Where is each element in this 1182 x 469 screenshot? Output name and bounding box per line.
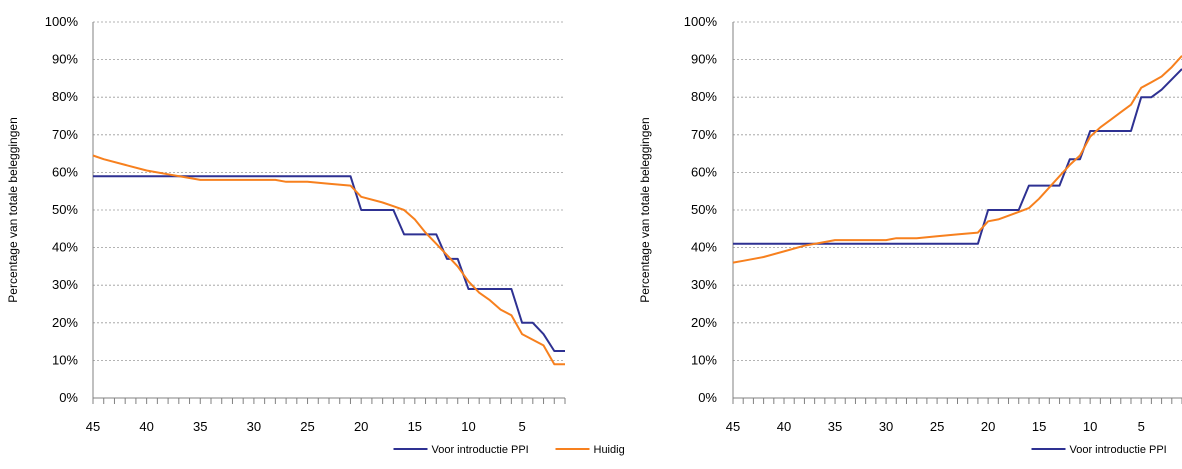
x-tick-label: 30: [247, 419, 261, 434]
y-tick-label: 30%: [691, 277, 717, 292]
x-tick-label: 5: [1138, 419, 1145, 434]
y-tick-label: 80%: [691, 89, 717, 104]
y-axis-label: Percentage van totale beleggingen: [638, 117, 652, 302]
y-tick-label: 20%: [52, 315, 78, 330]
x-tick-label: 25: [930, 419, 944, 434]
x-tick-label: 30: [879, 419, 893, 434]
x-tick-label: 40: [777, 419, 791, 434]
series-line-2: [93, 156, 565, 365]
x-tick-label: 45: [726, 419, 740, 434]
y-tick-label: 90%: [691, 52, 717, 67]
y-tick-label: 100%: [45, 14, 79, 29]
series-line-1: [733, 69, 1182, 244]
x-tick-label: 15: [1032, 419, 1046, 434]
x-tick-label: 45: [86, 419, 100, 434]
x-tick-label: 5: [518, 419, 525, 434]
y-tick-label: 80%: [52, 89, 78, 104]
y-tick-label: 90%: [52, 52, 78, 67]
x-tick-label: 35: [828, 419, 842, 434]
x-tick-label: 10: [461, 419, 475, 434]
legend-label-1: Voor introductie PPI: [432, 444, 529, 456]
legend-label-2: Huidig: [594, 444, 625, 456]
y-tick-label: 10%: [52, 352, 78, 367]
y-tick-label: 20%: [691, 315, 717, 330]
x-tick-label: 25: [300, 419, 314, 434]
y-axis-label: Percentage van totale beleggingen: [6, 117, 20, 302]
x-tick-label: 35: [193, 419, 207, 434]
legend: Voor introductie PPI Huidig: [394, 444, 625, 456]
y-tick-label: 0%: [698, 390, 717, 405]
series-line-1: [93, 176, 565, 351]
x-tick-label: 40: [139, 419, 153, 434]
y-tick-label: 50%: [52, 202, 78, 217]
y-tick-label: 40%: [691, 240, 717, 255]
y-tick-label: 30%: [52, 277, 78, 292]
y-tick-label: 50%: [691, 202, 717, 217]
legend-label-1: Voor introductie PPI: [1070, 444, 1167, 456]
x-tick-label: 20: [354, 419, 368, 434]
y-tick-label: 10%: [691, 352, 717, 367]
y-tick-label: 40%: [52, 240, 78, 255]
series-line-2: [733, 56, 1182, 263]
y-tick-label: 70%: [691, 127, 717, 142]
y-tick-label: 100%: [684, 14, 718, 29]
y-tick-label: 0%: [59, 390, 78, 405]
x-tick-label: 15: [408, 419, 422, 434]
chart-2: 0% 10% 20% 30% 40% 50% 60% 70% 80% 90% 100% 45 40 35 3…: [638, 14, 1182, 456]
chart-1: 0% 10% 20% 30% 40% 50% 60% 70% 80% 90% 100% 45 40 35 3…: [6, 14, 625, 456]
y-tick-label: 60%: [52, 164, 78, 179]
x-tick-label: 20: [981, 419, 995, 434]
y-tick-label: 60%: [691, 164, 717, 179]
y-tick-label: 70%: [52, 127, 78, 142]
x-tick-label: 10: [1083, 419, 1097, 434]
